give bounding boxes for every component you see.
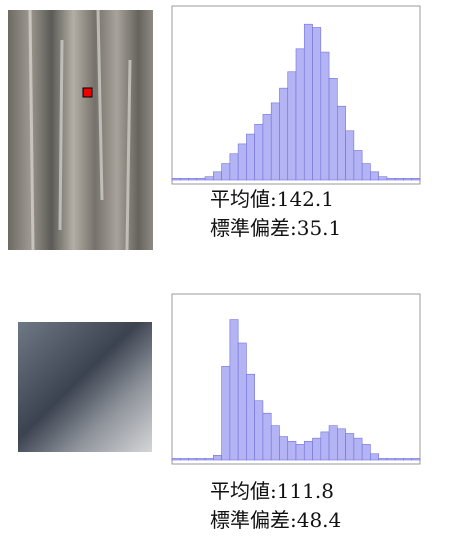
charts: 平均値:142.1 標準偏差:35.1 平均値:111.8 標準偏差:48.4 [172,6,420,532]
histogram-bar [180,178,188,180]
stat-label: 平均値:142.1 [210,187,334,211]
stat-label: 標準偏差:35.1 [210,216,341,240]
histogram-bar [354,150,362,180]
figure: 平均値:142.1 標準偏差:35.1 平均値:111.8 標準偏差:48.4 [0,0,452,545]
histogram-bar [230,320,238,460]
histogram-bar [337,429,345,460]
histogram-bar [279,88,287,180]
histogram-bar [288,441,296,460]
histogram-bar [189,178,197,180]
histogram-bar [337,106,345,180]
histogram-bar [230,154,238,180]
histogram-bar [205,458,213,460]
histogram-bar [246,134,254,180]
histogram-bar [321,52,329,180]
histogram-bar [213,455,221,460]
histogram-bar [271,103,279,180]
histogram-bar [263,413,271,460]
histogram-bar [370,172,378,180]
histogram-bar [180,458,188,460]
histogram-bar [379,458,387,460]
histogram-bar [346,131,354,180]
histogram-bar [354,438,362,460]
histogram-bar [313,438,321,460]
histogram-bar [222,366,230,460]
plot-frame [172,294,420,464]
histogram-bar [238,144,246,180]
histogram-bar [395,458,403,460]
histogram-bar [263,114,271,180]
histogram-bar [189,458,197,460]
histogram-bar [403,178,411,180]
histogram-bar [362,444,370,460]
patch-photo [18,322,152,452]
stat-label: 平均値:111.8 [210,479,334,503]
histogram-bar [403,458,411,460]
histogram-bar [370,454,378,460]
histogram-bar [412,458,420,460]
histogram-bar [288,72,296,180]
histogram-bar [304,441,312,460]
histogram-bar [279,437,287,460]
histogram-bar [395,178,403,180]
histogram-bar [296,444,304,460]
histogram-bar [246,374,254,460]
histogram-bar [271,426,279,460]
histogram-bar [346,433,354,460]
histogram-bar [172,178,180,180]
histogram-bar [172,458,180,460]
histogram-bar [296,49,304,180]
histogram-bar [255,401,263,460]
selection-marker [83,88,92,97]
histogram-bar [313,27,321,180]
histogram-bar [362,164,370,180]
histogram-bar [304,24,312,180]
histogram-bar [387,458,395,460]
histogram-bar [329,426,337,460]
histogram-bar [213,172,221,180]
histogram-bar [238,343,246,460]
histogram-bar [197,178,205,180]
histogram-bar [329,78,337,180]
histogram-bar [255,124,263,180]
histogram-bar [379,177,387,180]
histogram-bar [412,178,420,180]
histogram-bar [222,164,230,180]
histogram-bar [205,177,213,180]
histogram-bar [321,432,329,460]
stat-label: 標準偏差:48.4 [210,508,341,532]
histogram-bar [387,178,395,180]
histogram-bar [197,458,205,460]
